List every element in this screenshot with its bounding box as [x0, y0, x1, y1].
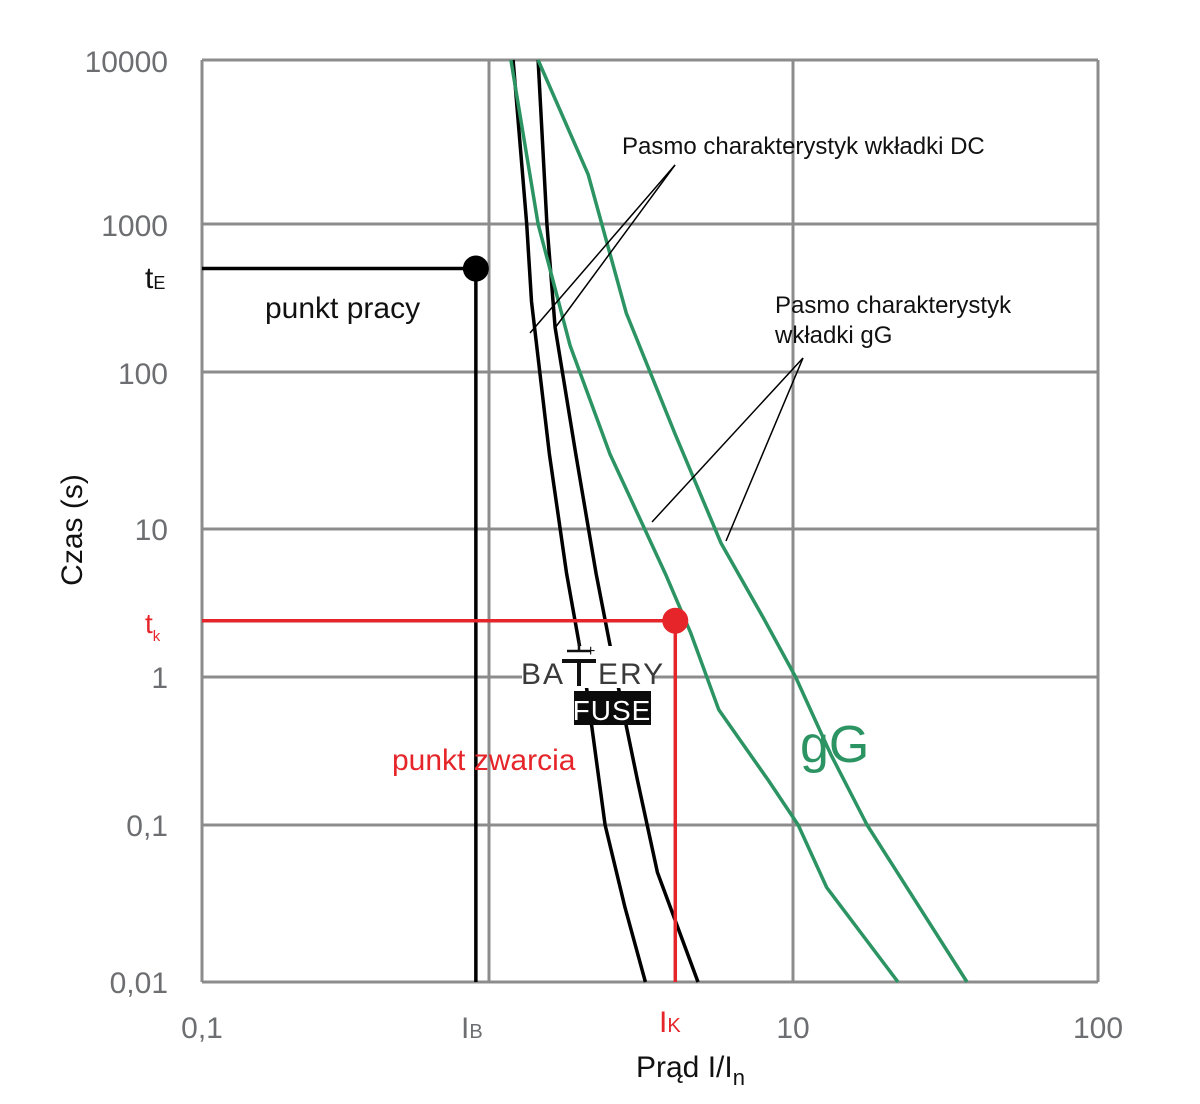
logo-plus: + [586, 643, 595, 660]
logo-text-ery: ERY [598, 658, 665, 691]
ik-label-main: I [659, 1006, 667, 1039]
y-tick-10: 10 [135, 514, 168, 547]
y-tick-100: 100 [118, 358, 168, 391]
curve-dc-lower [511, 59, 648, 983]
work-point-label: punkt pracy [265, 292, 420, 325]
curve-gg-upper [536, 59, 969, 983]
gg-band-label-2: wkładki gG [774, 322, 892, 349]
dc-band-leader-2 [554, 164, 676, 329]
tk-label-main: t [145, 608, 153, 639]
tk-label: tk [145, 608, 161, 645]
y-tick-10000: 10000 [85, 46, 168, 79]
x-axis-title-main: Prąd I/I [636, 1051, 733, 1084]
ib-label-sub: B [469, 1021, 482, 1043]
curves [509, 59, 969, 984]
markers [202, 255, 689, 982]
y-tick-1000: 1000 [101, 210, 168, 243]
curve-dc-upper [536, 59, 700, 983]
dc-band-leader-1 [529, 164, 676, 334]
x-tick-10: 10 [776, 1012, 809, 1045]
ib-label-main: I [461, 1012, 469, 1045]
curve-gg-lower [509, 59, 900, 984]
logo-text-ba: BA [521, 658, 565, 691]
logo-top-bg [522, 646, 654, 688]
x-tick-0-1: 0,1 [181, 1012, 223, 1045]
y-tick-0-1: 0,1 [126, 810, 168, 843]
short-point-marker [662, 607, 689, 634]
x-tick-100: 100 [1073, 1012, 1123, 1045]
tk-label-sub: k [153, 628, 161, 645]
tick-labels: 10000 1000 100 10 1 0,1 0,01 0,1 10 100 [85, 46, 1123, 1045]
logo-text-fuse: FUSE [573, 695, 652, 726]
ik-label-sub: K [667, 1015, 681, 1037]
y-axis-title: Czas (s) [56, 474, 89, 586]
te-label: tE [145, 262, 165, 295]
te-label-main: t [145, 262, 154, 295]
y-tick-0-01: 0,01 [110, 967, 168, 1000]
ik-label: IK [659, 1006, 681, 1039]
work-point-marker [462, 255, 489, 282]
ib-label: IB [461, 1012, 483, 1045]
gg-band-label-1: Pasmo charakterystyk [775, 292, 1012, 319]
y-tick-1: 1 [151, 662, 168, 695]
dc-band-label: Pasmo charakterystyk wkładki DC [622, 133, 985, 160]
gg-curve-label: gG [800, 716, 869, 774]
te-label-sub: E [153, 273, 165, 293]
short-point-label: punkt zwarcia [392, 744, 576, 777]
gg-band-leader-2 [725, 357, 804, 542]
x-axis-title: Prąd I/In [636, 1051, 745, 1090]
battery-fuse-logo: BA + ERY FUSE [521, 640, 665, 726]
gg-band-leader-1 [651, 357, 804, 523]
logo-fuse-bg [574, 691, 651, 725]
x-axis-title-sub: n [733, 1065, 745, 1090]
